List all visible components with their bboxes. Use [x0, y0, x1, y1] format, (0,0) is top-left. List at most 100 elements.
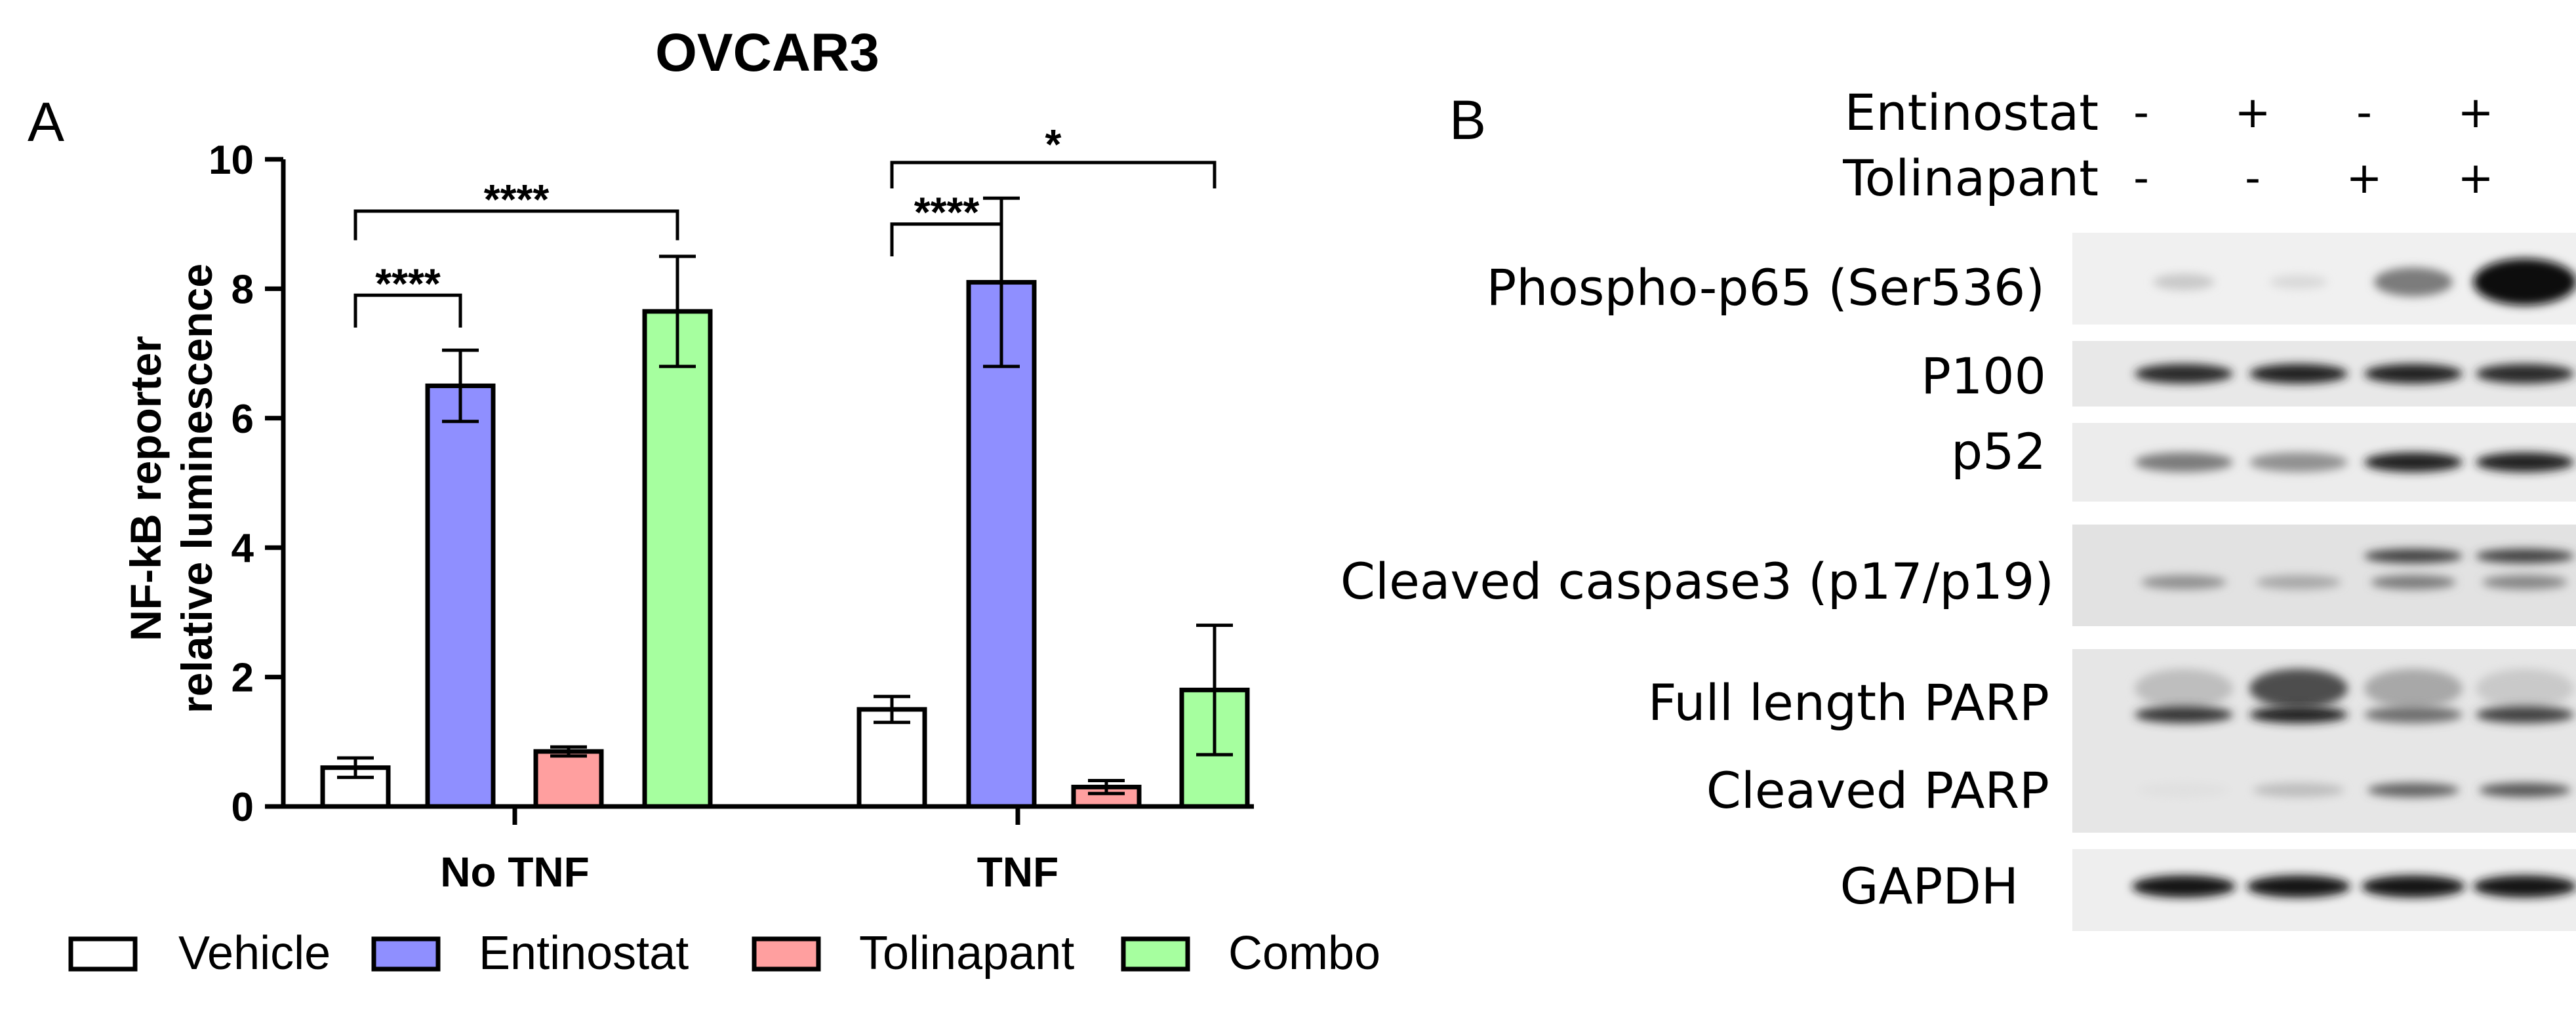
significance-label: *: [1045, 121, 1062, 168]
blot-band: [2249, 706, 2348, 723]
blot-band: [2482, 575, 2567, 589]
blot-band: [2135, 364, 2233, 384]
blot-band: [2374, 267, 2453, 297]
bracket-line: [890, 222, 1003, 257]
legend-label: Vehicle: [178, 927, 331, 980]
blot-band: [2476, 706, 2574, 723]
label-full-length-parp: Full length PARP: [1648, 673, 2049, 732]
blot-band: [2364, 452, 2463, 472]
treatment-sign: +: [2234, 87, 2270, 138]
blot-panel: [2072, 423, 2576, 502]
western-blots: [2072, 233, 2576, 931]
label-cleaved-caspase3: Cleaved caspase3 (p17/p19): [1340, 552, 2054, 610]
label-p100: P100: [1921, 347, 2046, 405]
blot-band: [2249, 364, 2348, 384]
legend-label: Combo: [1228, 927, 1380, 980]
panel-a-letter: A: [28, 91, 64, 153]
y-tick-label: 4: [231, 526, 254, 571]
blot-band: [2364, 364, 2463, 384]
blot-band: [2247, 875, 2350, 898]
blot-band: [2135, 452, 2233, 472]
blot-band: [2364, 706, 2463, 723]
blot-panel: [2072, 525, 2576, 626]
legend-label: Entinostat: [479, 927, 689, 980]
treatment-sign: -: [2356, 87, 2372, 138]
legend-swatch: [752, 936, 821, 972]
treatment-sign: -: [2245, 153, 2261, 203]
blot-band: [2479, 783, 2571, 797]
bracket-line: [890, 161, 1217, 189]
treatment-sign: +: [2346, 153, 2382, 203]
y-axis-label-line1: NF-kB reporter: [121, 336, 170, 641]
legend-swatch: [371, 936, 441, 972]
label-cleaved-parp: Cleaved PARP: [1706, 761, 2049, 820]
blot-panel: [2072, 849, 2576, 931]
blot-panel: [2072, 649, 2576, 833]
treatment-sign: +: [2457, 153, 2493, 203]
bar: [856, 707, 927, 809]
label-phospho-p65: Phospho-p65 (Ser536): [1486, 258, 2045, 317]
blot-band: [2367, 783, 2459, 797]
y-tick-label: 0: [231, 785, 254, 830]
significance-label: ****: [914, 189, 980, 236]
bar: [966, 280, 1037, 809]
legend-swatch: [68, 936, 138, 972]
bar: [533, 749, 604, 809]
chart-legend: Vehicle Entinostat Tolinapant Combo: [68, 927, 1380, 980]
treatment-sign: -: [2133, 153, 2149, 203]
y-tick-label: 8: [231, 267, 254, 312]
bracket-line: [353, 209, 679, 241]
blot-band: [2135, 669, 2233, 708]
blot-band: [2138, 783, 2230, 797]
significance-label: ****: [375, 260, 441, 307]
blot-band: [2473, 258, 2576, 306]
blot-band: [2476, 669, 2574, 708]
bar: [425, 383, 496, 809]
y-tick-label: 2: [231, 656, 254, 701]
legend-label: Tolinapant: [859, 927, 1074, 980]
blot-band: [2473, 875, 2576, 898]
y-tick-label: 10: [209, 138, 254, 183]
treatment-name: Tolinapant: [1842, 149, 2099, 207]
bar: [642, 309, 713, 809]
panel-a: A OVCAR3 NF-kB reporter relative lumines…: [28, 23, 1380, 980]
treatment-sign: +: [2457, 87, 2493, 138]
treatment-sign: -: [2133, 87, 2149, 138]
y-tick-label: 6: [231, 397, 254, 442]
blot-labels: Phospho-p65 (Ser536) P100 p52 Cleaved ca…: [1340, 258, 2054, 915]
blot-panel: [2072, 341, 2576, 407]
blot-panel: [2072, 233, 2576, 325]
blot-band: [2135, 706, 2233, 723]
significance-bracket: ****: [353, 176, 679, 241]
y-axis-label: NF-kB reporter relative luminescence: [121, 264, 221, 713]
blot-band: [2249, 452, 2348, 472]
significance-bracket: ****: [353, 260, 462, 328]
blot-band: [2253, 783, 2345, 797]
blot-band: [2141, 575, 2226, 589]
significance-label: ****: [484, 176, 550, 223]
blot-band: [2256, 575, 2341, 589]
chart-title: OVCAR3: [655, 23, 879, 83]
bracket-line: [353, 293, 462, 328]
blot-band: [2153, 273, 2215, 290]
blot-band: [2364, 669, 2463, 708]
blot-band: [2476, 364, 2574, 384]
blot-band: [2249, 669, 2348, 708]
panel-b: B Entinostat - + - +Tolinapant - - + + Phospho-p…: [1340, 83, 2576, 931]
blot-band: [2362, 875, 2465, 898]
label-p52: p52: [1951, 422, 2046, 481]
significance-bracket: *: [890, 121, 1217, 189]
x-category-label: TNF: [977, 848, 1058, 896]
treatment-header: Entinostat - + - +Tolinapant - - + +: [1842, 83, 2493, 207]
blot-band: [2476, 549, 2574, 563]
blot-band: [2371, 575, 2456, 589]
treatment-name: Entinostat: [1844, 83, 2099, 142]
significance-bracket: ****: [890, 189, 1003, 257]
legend-swatch: [1121, 936, 1190, 972]
panel-b-letter: B: [1449, 89, 1486, 151]
label-gapdh: GAPDH: [1840, 857, 2019, 915]
blot-membrane: [2072, 525, 2576, 626]
y-axis-label-line2: relative luminescence: [172, 264, 221, 713]
